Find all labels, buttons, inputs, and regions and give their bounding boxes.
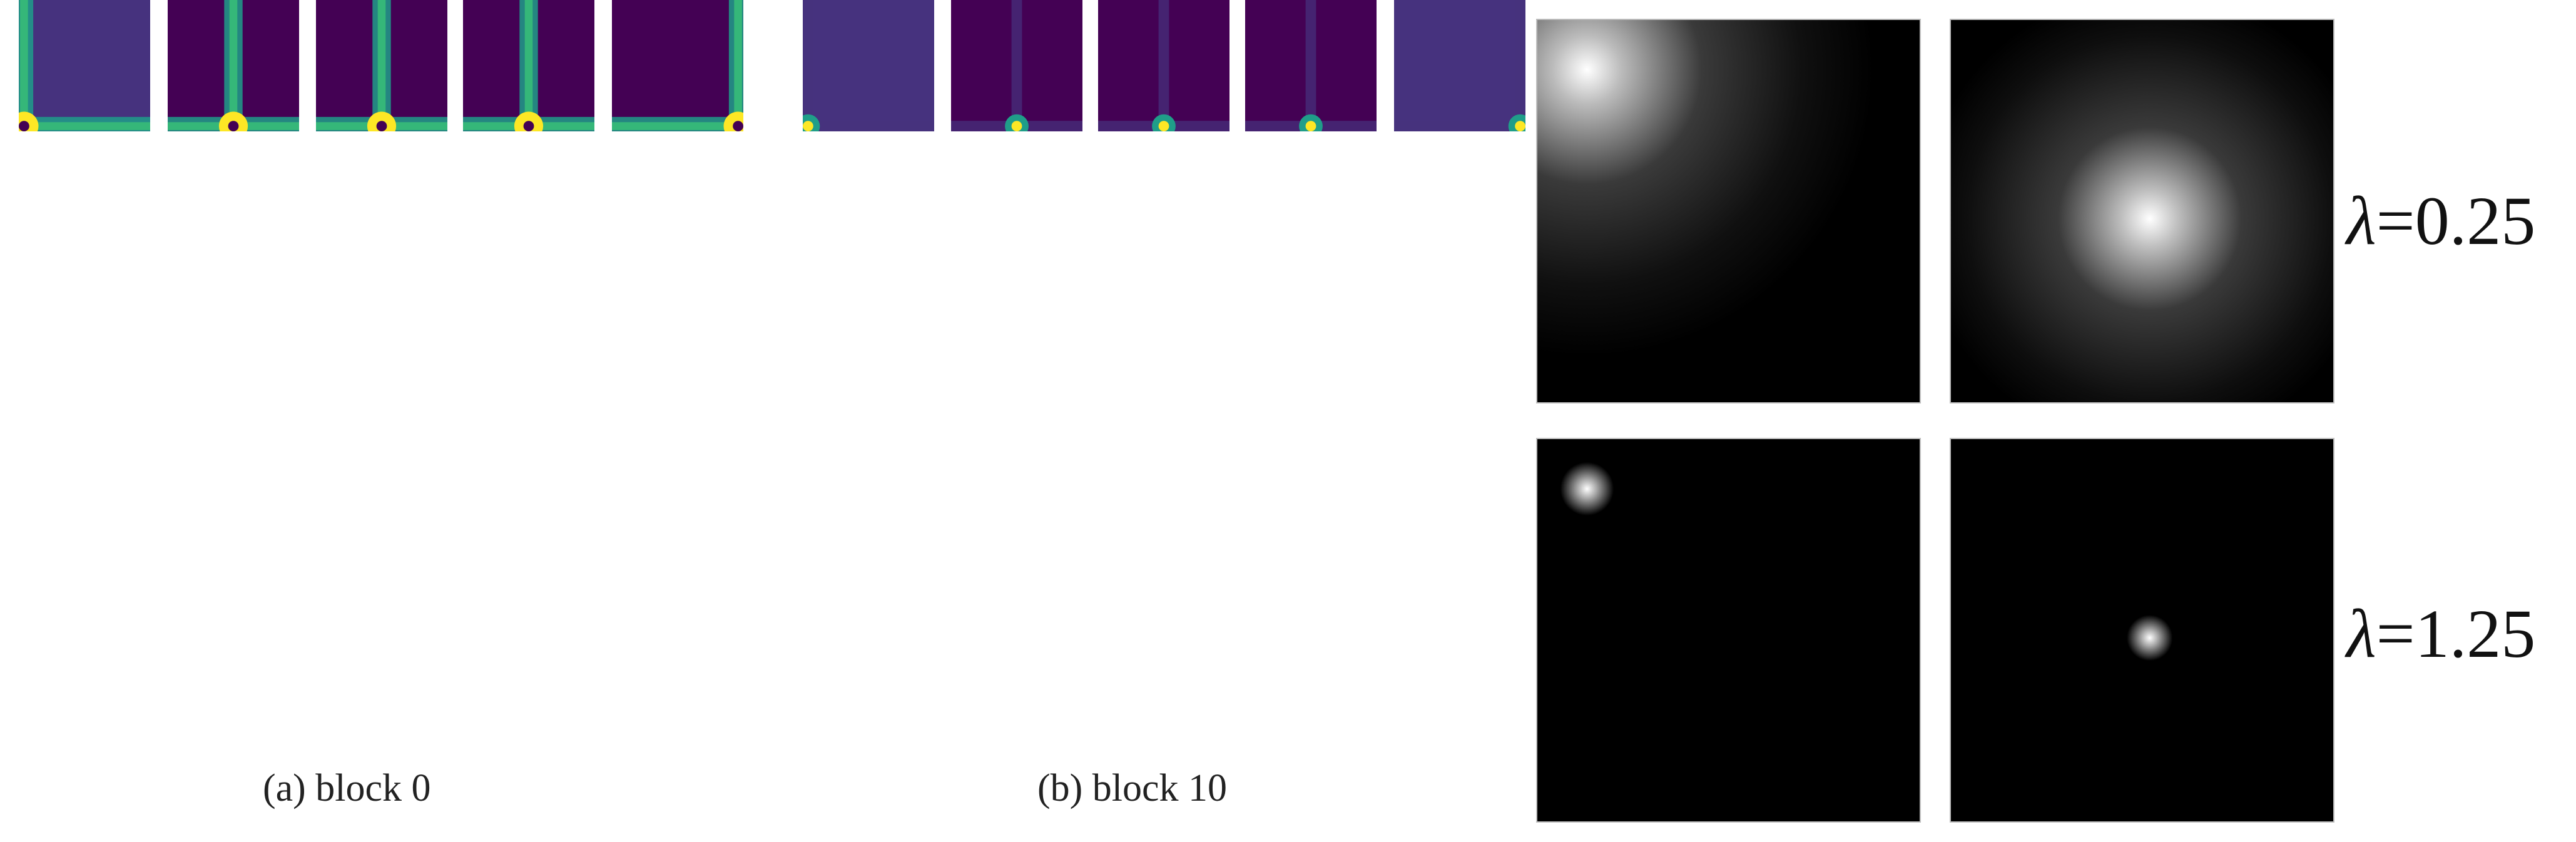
attention-tile	[612, 0, 743, 131]
heatmap-bottom-left	[1536, 438, 1921, 823]
lambda-value: =1.25	[2376, 596, 2536, 672]
heatmap-top-right	[1950, 19, 2334, 403]
attention-tile	[1394, 0, 1525, 131]
attention-tile	[1245, 0, 1377, 131]
attention-map	[612, 0, 743, 131]
attention-map	[1098, 0, 1229, 131]
lambda-symbol: λ	[2346, 596, 2376, 672]
attention-tile	[316, 0, 447, 131]
attention-map	[1245, 0, 1377, 131]
lambda-label-top: λ=0.25	[2346, 181, 2535, 261]
panel-b-caption: (b) block 10	[1037, 767, 1228, 809]
attention-tile	[463, 0, 594, 131]
attention-map	[803, 0, 934, 131]
panel-a-caption: (a) block 0	[263, 767, 431, 809]
attention-map	[316, 0, 447, 131]
lambda-symbol: λ	[2346, 183, 2376, 259]
attention-tile	[951, 0, 1082, 131]
heatmap-bottom-right	[1950, 438, 2334, 823]
attention-tile	[803, 0, 934, 131]
attention-map	[463, 0, 594, 131]
attention-tile	[168, 0, 299, 131]
attention-tile	[19, 0, 150, 131]
attention-map	[168, 0, 299, 131]
heatmap-top-left	[1536, 19, 1921, 403]
lambda-value: =0.25	[2376, 183, 2536, 259]
attention-tile	[1098, 0, 1229, 131]
attention-map	[951, 0, 1082, 131]
attention-map	[19, 0, 150, 131]
lambda-label-bottom: λ=1.25	[2346, 594, 2535, 674]
attention-map	[1394, 0, 1525, 131]
